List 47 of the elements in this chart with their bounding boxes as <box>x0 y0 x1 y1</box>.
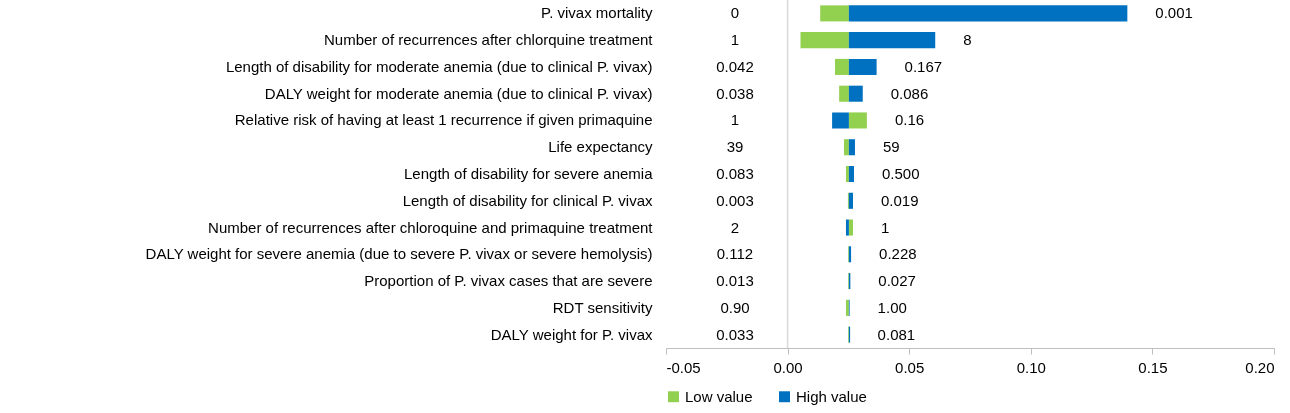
x-tick-label: 0.10 <box>1016 358 1046 376</box>
annotation: 1.00 <box>877 298 907 316</box>
y-tick-label: Life expectancy <box>548 138 653 156</box>
annotation: 0.033 <box>716 325 754 343</box>
annotation: 0.003 <box>716 191 754 209</box>
annotation: 0.228 <box>879 245 917 263</box>
annotation: 0 <box>730 4 740 22</box>
y-tick-label: Number of recurrences after chloroquine and primaquine treatment <box>208 218 654 236</box>
y-tick-label: DALY weight for severe anemia (due to severe P. vivax or severe hemolysis) <box>145 245 653 263</box>
legend-label: Low value <box>685 387 753 405</box>
annotation: 8 <box>963 31 972 49</box>
annotation: 0.001 <box>1155 4 1193 22</box>
annotation: 0.042 <box>716 57 754 75</box>
annotation: 0.112 <box>716 245 754 263</box>
annotation: 0.083 <box>716 165 754 182</box>
annotation: 0.086 <box>890 84 929 102</box>
annotation: 0.90 <box>720 298 750 316</box>
annotation: 59 <box>882 138 900 156</box>
annotation: 1 <box>881 218 890 236</box>
x-tick-label: 0.00 <box>773 358 803 376</box>
y-tick-label: P. vivax mortality <box>541 4 653 22</box>
annotation: 1 <box>730 111 740 129</box>
annotation: 0.167 <box>904 57 943 75</box>
y-tick-label: RDT sensitivity <box>552 298 653 316</box>
y-tick-label: Length of disability for moderate anemia (due to clinical P. vivax) <box>225 57 653 75</box>
y-tick-label: Relative risk of having at least 1 recurrence if given primaquine <box>234 111 653 129</box>
y-tick-label: Length of disability for clinical P. vivax <box>402 191 653 209</box>
legend-label: High value <box>796 387 867 405</box>
annotation: 39 <box>726 138 744 156</box>
x-tick-label: -0.05 <box>666 358 701 376</box>
annotation: 0.038 <box>716 84 754 102</box>
annotation: 0.500 <box>881 165 920 182</box>
annotation: 0.081 <box>877 325 916 343</box>
y-tick-label: Number of recurrences after chlorquine treatment <box>324 31 654 49</box>
annotation: 0.027 <box>878 272 916 290</box>
y-tick-label: DALY weight for moderate anemia (due to clinical P. vivax) <box>264 84 653 102</box>
x-tick-label: 0.20 <box>1245 358 1275 376</box>
annotation: 1 <box>730 31 740 49</box>
annotation: 2 <box>730 218 740 236</box>
annotation: 0.013 <box>716 272 754 290</box>
y-tick-label: Proportion of P. vivax cases that are severe <box>364 272 653 290</box>
x-tick-label: 0.05 <box>895 358 925 376</box>
annotation: 0.16 <box>894 111 925 129</box>
y-tick-label: Length of disability for severe anemia <box>404 165 654 182</box>
y-tick-label: DALY weight for P. vivax <box>490 325 653 343</box>
x-tick-label: 0.15 <box>1138 358 1168 376</box>
annotation: 0.019 <box>881 191 919 209</box>
